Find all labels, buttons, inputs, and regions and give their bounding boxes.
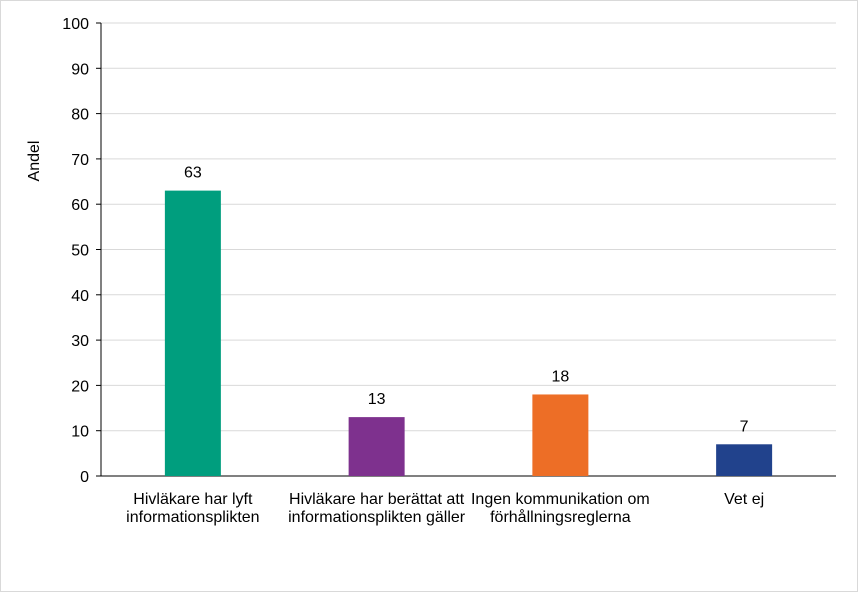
- y-tick-label: 40: [71, 288, 89, 305]
- y-axis-title: Andel: [26, 141, 43, 182]
- data-label: 13: [368, 391, 386, 408]
- gridlines: [101, 22, 836, 432]
- y-tick-label: 10: [71, 424, 89, 441]
- data-label: 18: [551, 368, 569, 385]
- y-tick-label: 0: [80, 469, 89, 486]
- y-tick-label: 20: [71, 378, 89, 395]
- data-labels: 63 13 18 7: [184, 165, 749, 436]
- y-tick-label: 90: [71, 61, 89, 78]
- data-label: 63: [184, 165, 202, 182]
- x-category-label: Ingen kommunikation om förhållningsregle…: [470, 491, 650, 526]
- y-tick-label: 80: [71, 107, 89, 124]
- x-category-label: Hivläkare har lyft informationsplikten: [126, 491, 260, 526]
- x-category-label: Vet ej: [724, 491, 765, 508]
- y-tick-label: 60: [71, 197, 89, 214]
- y-tick-labels: 0 10 20 30 40 50 60 70 80 90 100: [62, 16, 89, 486]
- axes: [96, 22, 836, 477]
- bars: [164, 190, 773, 477]
- y-tick-label: 100: [62, 16, 89, 33]
- data-label: 7: [740, 418, 749, 435]
- y-tick-label: 70: [71, 152, 89, 169]
- bar: [532, 394, 589, 476]
- x-category-label: Hivläkare har berättat att informationsp…: [288, 491, 466, 526]
- y-tick-label: 50: [71, 243, 89, 260]
- y-tick-label: 30: [71, 333, 89, 350]
- bar: [716, 444, 773, 476]
- bar: [348, 417, 405, 476]
- bar: [164, 190, 221, 477]
